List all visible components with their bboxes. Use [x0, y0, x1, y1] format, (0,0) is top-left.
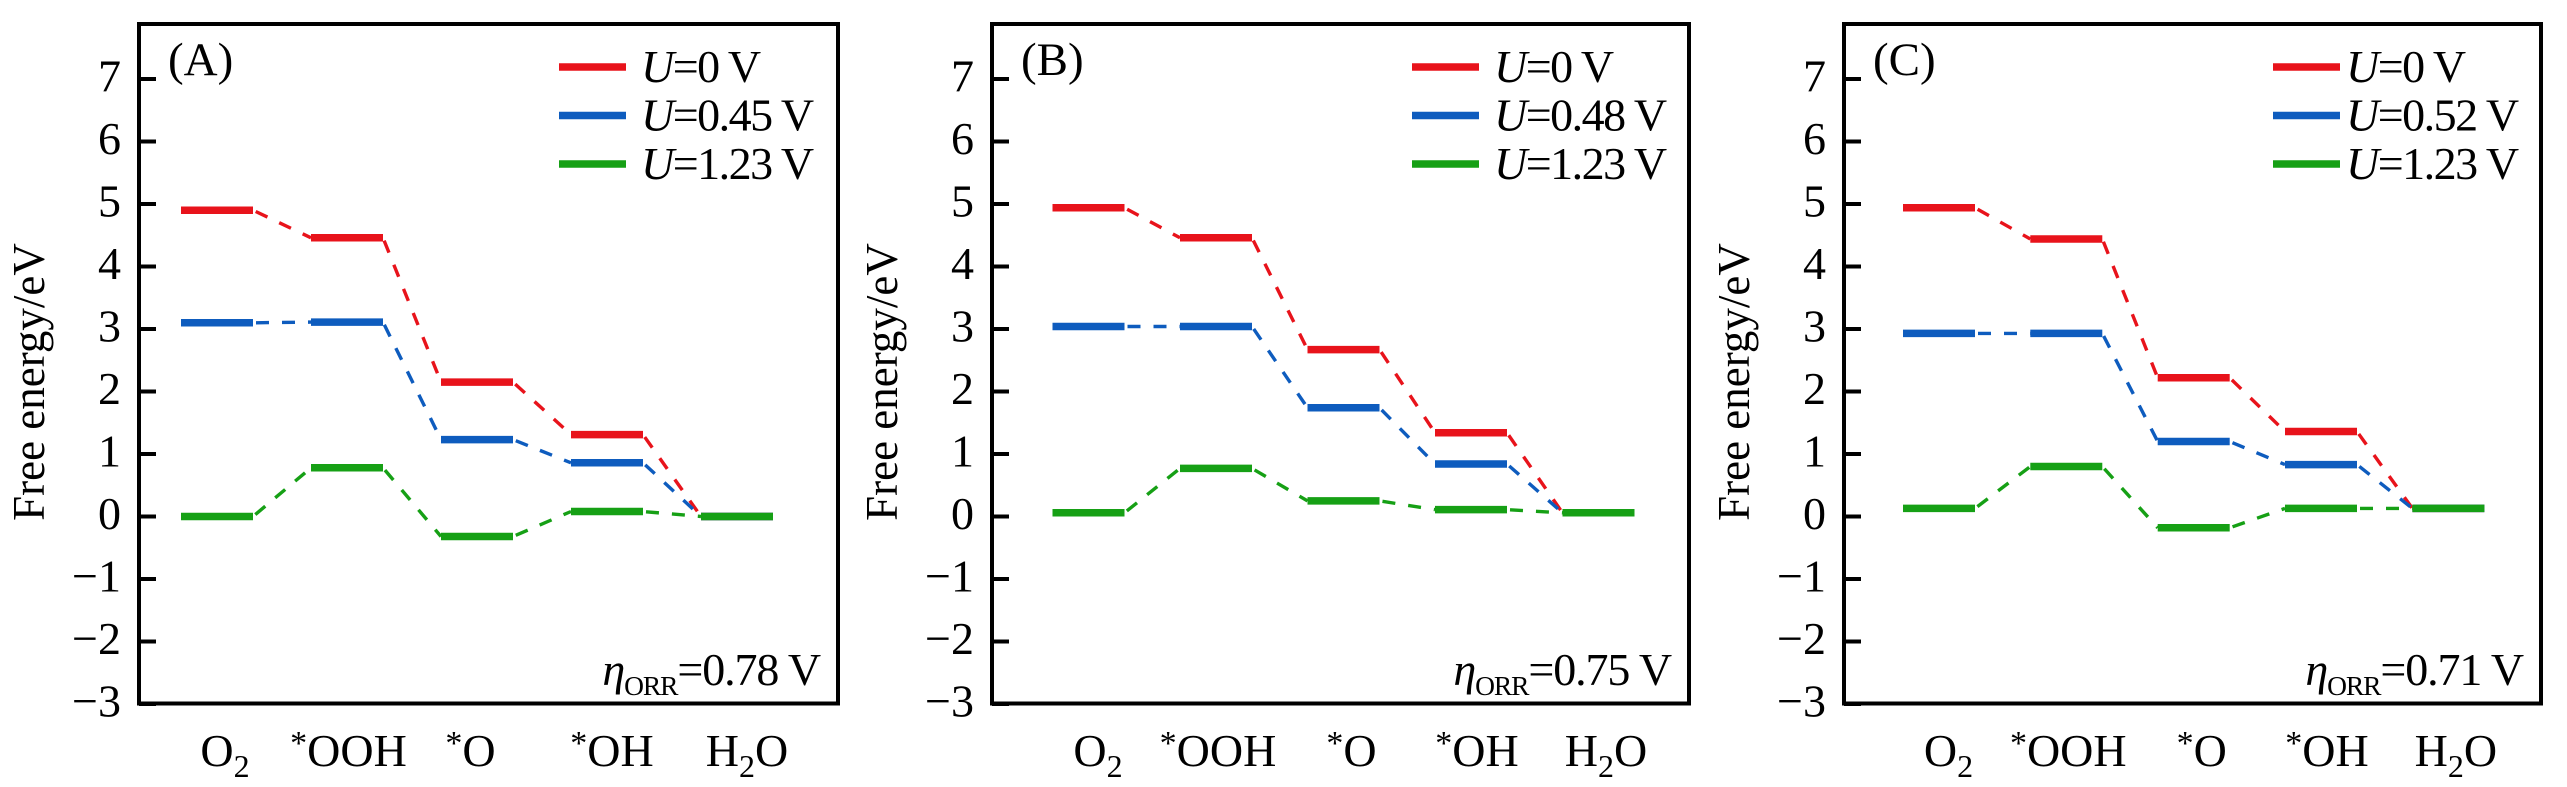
svg-text:−1: −1 — [1777, 551, 1826, 602]
svg-text:Free energy/eV: Free energy/eV — [4, 243, 54, 521]
svg-text:ηORR=0.75 V: ηORR=0.75 V — [1453, 644, 1671, 701]
svg-text:−1: −1 — [925, 551, 974, 602]
svg-text:7: 7 — [1803, 51, 1826, 102]
svg-text:U=1.23 V: U=1.23 V — [641, 138, 814, 189]
svg-text:5: 5 — [1803, 176, 1826, 227]
svg-text:U=0 V: U=0 V — [2346, 41, 2466, 92]
svg-text:U=0 V: U=0 V — [1494, 41, 1614, 92]
svg-text:H2O: H2O — [1565, 725, 1647, 784]
svg-text:U=0 V: U=0 V — [641, 41, 761, 92]
svg-text:(B): (B) — [1021, 34, 1084, 86]
svg-text:ηORR=0.78 V: ηORR=0.78 V — [602, 644, 820, 701]
svg-text:3: 3 — [951, 301, 974, 352]
svg-text:2: 2 — [1803, 363, 1826, 414]
svg-text:O2: O2 — [1073, 725, 1122, 784]
svg-text:−1: −1 — [72, 551, 121, 602]
svg-text:−3: −3 — [1777, 676, 1826, 727]
svg-text:1: 1 — [1803, 426, 1826, 477]
svg-text:*O: *O — [2177, 725, 2227, 776]
svg-text:−3: −3 — [72, 676, 121, 727]
svg-text:Free energy/eV: Free energy/eV — [857, 243, 907, 521]
svg-text:*OH: *OH — [570, 725, 653, 776]
svg-text:*OOH: *OOH — [290, 725, 407, 776]
svg-text:0: 0 — [98, 488, 121, 539]
svg-text:−2: −2 — [1777, 613, 1826, 664]
svg-text:4: 4 — [1803, 238, 1826, 289]
svg-text:U=0.45 V: U=0.45 V — [641, 90, 814, 141]
svg-text:H2O: H2O — [2415, 725, 2497, 784]
svg-text:*OOH: *OOH — [1160, 725, 1277, 776]
svg-text:−2: −2 — [925, 613, 974, 664]
svg-text:1: 1 — [98, 426, 121, 477]
svg-text:4: 4 — [98, 238, 121, 289]
svg-text:(C): (C) — [1873, 34, 1936, 86]
svg-text:ηORR=0.71 V: ηORR=0.71 V — [2305, 644, 2523, 701]
svg-text:4: 4 — [951, 238, 974, 289]
svg-text:0: 0 — [951, 488, 974, 539]
svg-text:U=1.23 V: U=1.23 V — [1494, 138, 1667, 189]
svg-text:2: 2 — [98, 363, 121, 414]
svg-text:3: 3 — [1803, 301, 1826, 352]
svg-text:7: 7 — [98, 51, 121, 102]
svg-text:6: 6 — [1803, 113, 1826, 164]
svg-text:6: 6 — [98, 113, 121, 164]
svg-text:U=0.52 V: U=0.52 V — [2346, 90, 2519, 141]
svg-text:0: 0 — [1803, 488, 1826, 539]
svg-text:5: 5 — [98, 176, 121, 227]
svg-text:6: 6 — [951, 113, 974, 164]
svg-text:5: 5 — [951, 176, 974, 227]
svg-text:*O: *O — [1326, 725, 1376, 776]
svg-text:*O: *O — [445, 725, 495, 776]
svg-text:−3: −3 — [925, 676, 974, 727]
svg-text:O2: O2 — [200, 725, 249, 784]
svg-text:*OH: *OH — [1435, 725, 1518, 776]
svg-text:O2: O2 — [1924, 725, 1973, 784]
svg-text:(A): (A) — [168, 34, 233, 86]
svg-text:U=0.48 V: U=0.48 V — [1494, 90, 1667, 141]
svg-text:*OOH: *OOH — [2010, 725, 2127, 776]
svg-text:2: 2 — [951, 363, 974, 414]
svg-text:H2O: H2O — [706, 725, 788, 784]
svg-text:−2: −2 — [72, 613, 121, 664]
svg-text:3: 3 — [98, 301, 121, 352]
svg-text:*OH: *OH — [2285, 725, 2368, 776]
svg-text:Free energy/eV: Free energy/eV — [1709, 243, 1759, 521]
svg-text:U=1.23 V: U=1.23 V — [2346, 138, 2519, 189]
svg-text:7: 7 — [951, 51, 974, 102]
svg-text:1: 1 — [951, 426, 974, 477]
